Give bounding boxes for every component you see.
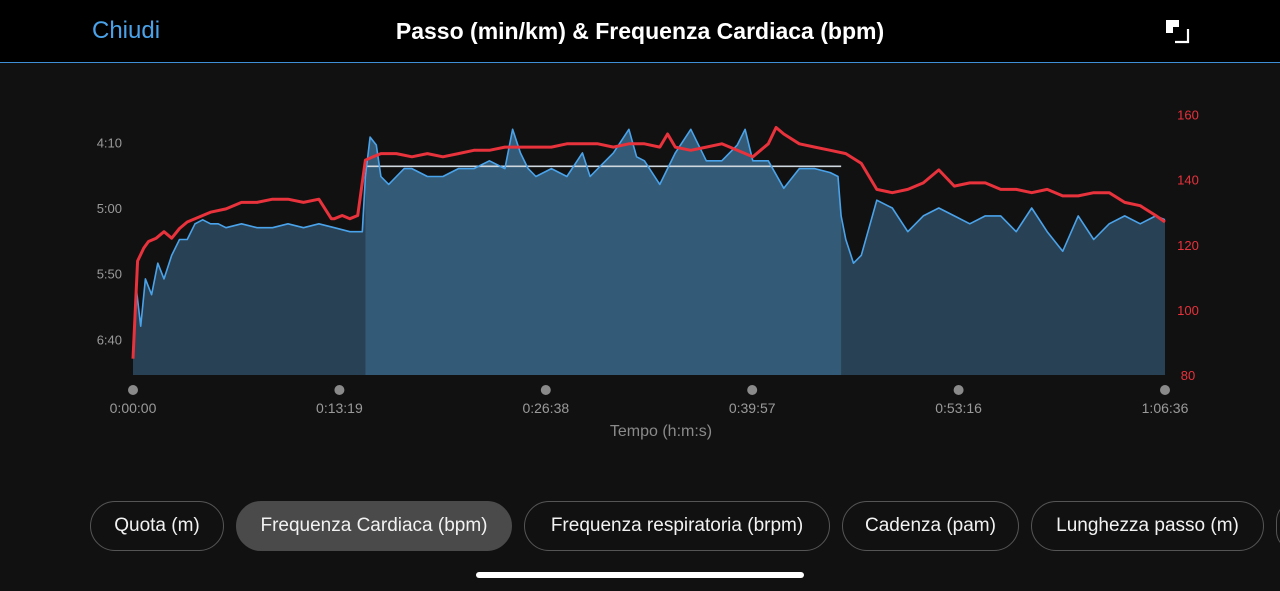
x-axis-tick-label: 0:26:38 bbox=[522, 400, 569, 416]
chip-more-partial[interactable] bbox=[1276, 501, 1280, 551]
chip-respiratory-rate[interactable]: Frequenza respiratoria (brpm) bbox=[524, 501, 830, 551]
expand-icon[interactable] bbox=[1164, 18, 1190, 44]
chip-heart-rate[interactable]: Frequenza Cardiaca (bpm) bbox=[236, 501, 512, 551]
pace-tick-label: 5:00 bbox=[97, 201, 122, 216]
chart-area[interactable]: 4:10 5:00 5:50 6:40 160 140 120 100 80 0:00:00 0:1… bbox=[0, 64, 1280, 464]
heart-rate-tick-label: 120 bbox=[1177, 238, 1199, 253]
x-axis-tick-dot bbox=[540, 385, 551, 395]
heart-rate-tick-label: 160 bbox=[1177, 108, 1199, 123]
pace-tick-label: 5:50 bbox=[97, 267, 122, 282]
pace-tick-label: 4:10 bbox=[97, 135, 122, 150]
x-axis-tick-label: 0:00:00 bbox=[110, 400, 157, 416]
pace-tick-label: 6:40 bbox=[97, 332, 122, 347]
chip-quota[interactable]: Quota (m) bbox=[90, 501, 224, 551]
x-axis-tick-dot bbox=[747, 385, 758, 395]
page-title: Passo (min/km) & Frequenza Cardiaca (bpm… bbox=[395, 18, 885, 44]
heart-rate-tick-label: 140 bbox=[1177, 173, 1199, 188]
chip-stride-length[interactable]: Lunghezza passo (m) bbox=[1031, 501, 1264, 551]
x-axis-tick-label: 1:06:36 bbox=[1142, 400, 1189, 416]
x-axis-tick-dot bbox=[1160, 385, 1170, 395]
close-button[interactable]: Chiudi bbox=[92, 17, 161, 44]
heart-rate-series-line[interactable] bbox=[131, 126, 1166, 359]
x-axis-tick-label: 0:53:16 bbox=[935, 400, 982, 416]
chip-cadence[interactable]: Cadenza (pam) bbox=[842, 501, 1019, 551]
heart-rate-tick-label: 80 bbox=[1181, 368, 1195, 383]
x-axis-label: Tempo (h:m:s) bbox=[610, 423, 712, 440]
top-bar: Chiudi Passo (min/km) & Frequenza Cardia… bbox=[0, 0, 1280, 63]
x-axis-tick-label: 0:39:57 bbox=[729, 400, 776, 416]
heart-rate-tick-label: 100 bbox=[1177, 303, 1199, 318]
pace-heart-rate-chart[interactable]: 4:10 5:00 5:50 6:40 160 140 120 100 80 0:00:00 0:1… bbox=[0, 64, 1280, 464]
x-axis-tick-label: 0:13:19 bbox=[316, 400, 363, 416]
metric-chip-bar: Quota (m) Frequenza Cardiaca (bpm) Frequ… bbox=[0, 501, 1280, 553]
x-axis-tick-dot bbox=[128, 385, 138, 395]
pace-series-line[interactable] bbox=[132, 128, 1166, 358]
x-axis-tick-dot bbox=[334, 385, 345, 395]
home-indicator bbox=[476, 572, 804, 578]
x-axis-tick-dot bbox=[953, 385, 964, 395]
highlight-segment-fill bbox=[365, 129, 842, 375]
